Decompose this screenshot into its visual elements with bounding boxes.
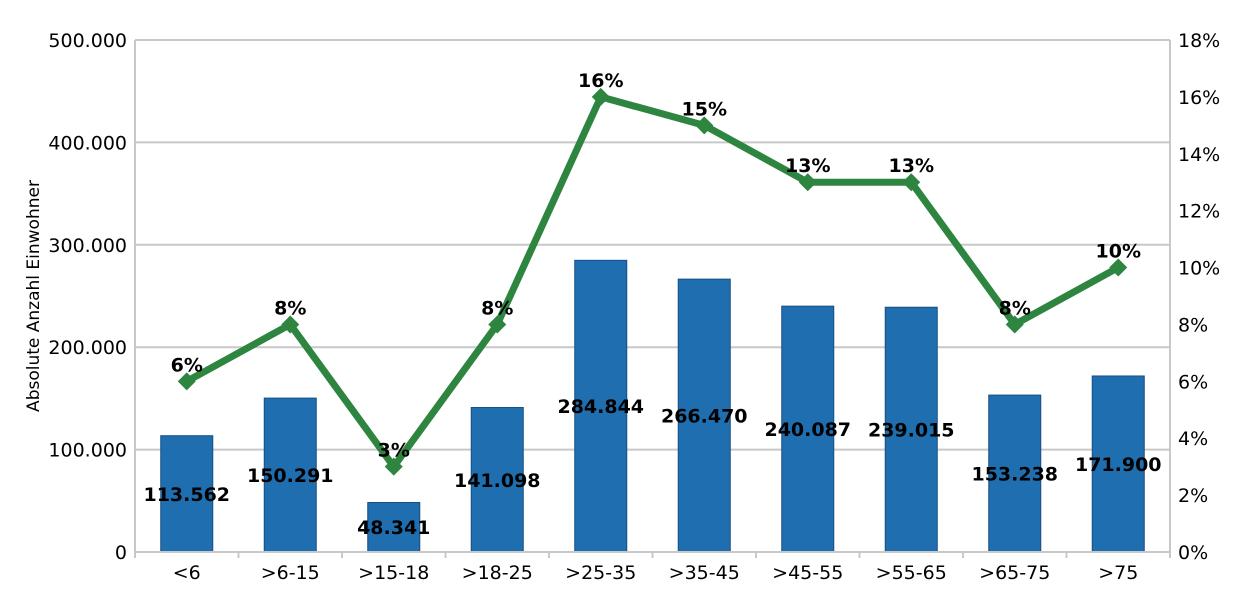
y-tick-label: 200.000 bbox=[48, 337, 127, 359]
line-marker bbox=[591, 87, 610, 106]
bar-value-label: 141.098 bbox=[454, 470, 541, 492]
bar-value-label: 153.238 bbox=[971, 464, 1058, 486]
y-tick-label: 500.000 bbox=[48, 30, 127, 52]
line-marker bbox=[281, 315, 300, 334]
line-series bbox=[177, 87, 1128, 476]
line-value-label: 13% bbox=[785, 155, 830, 177]
x-tick-label: >25-35 bbox=[565, 562, 636, 584]
bar-value-label: 240.087 bbox=[764, 419, 851, 441]
y-tick-label: 0 bbox=[115, 542, 127, 564]
x-tick-label: >55-65 bbox=[876, 562, 947, 584]
line-value-label: 8% bbox=[481, 297, 513, 319]
y2-tick-label: 8% bbox=[1178, 314, 1208, 336]
y-tick-label: 300.000 bbox=[48, 235, 127, 257]
x-tick-label: >6-15 bbox=[261, 562, 320, 584]
bar bbox=[160, 435, 214, 553]
x-tick-label: >35-45 bbox=[669, 562, 740, 584]
line-value-label: 15% bbox=[682, 98, 727, 120]
bar bbox=[677, 278, 731, 553]
data-labels: 113.562 150.291 48.341 141.098 284.844 266.47… bbox=[143, 70, 1161, 539]
line-marker bbox=[488, 315, 507, 334]
line-marker bbox=[695, 116, 714, 135]
y2-tick-label: 0% bbox=[1178, 542, 1208, 564]
bar bbox=[367, 501, 421, 553]
bar-value-label: 284.844 bbox=[557, 396, 644, 418]
y2-tick-label: 14% bbox=[1178, 144, 1220, 166]
x-tick-label: >15-18 bbox=[358, 562, 429, 584]
x-tick-label: >45-55 bbox=[772, 562, 843, 584]
bar bbox=[884, 306, 938, 553]
bar bbox=[470, 407, 524, 553]
x-tick-label: <6 bbox=[173, 562, 201, 584]
y2-tick-label: 4% bbox=[1178, 428, 1208, 450]
gridlines bbox=[135, 39, 1170, 451]
x-tick-label: >18-25 bbox=[462, 562, 533, 584]
bar-value-label: 113.562 bbox=[143, 484, 230, 506]
bar bbox=[781, 305, 835, 553]
y2-tick-label: 12% bbox=[1178, 201, 1220, 223]
line-value-label: 3% bbox=[378, 440, 410, 462]
line-marker bbox=[798, 173, 817, 192]
line-value-label: 16% bbox=[578, 70, 623, 92]
line-value-label: 10% bbox=[1096, 241, 1141, 263]
line-marker bbox=[1005, 315, 1024, 334]
line-marker bbox=[384, 457, 403, 476]
y2-tick-label: 10% bbox=[1178, 258, 1220, 280]
bar-value-label: 239.015 bbox=[868, 420, 955, 442]
axes: 0 100.000 200.000 300.000 400.000 500.000 0% 2%… bbox=[48, 30, 1220, 584]
bar-value-label: 150.291 bbox=[247, 465, 334, 487]
y-tick-label: 100.000 bbox=[48, 440, 127, 462]
line-marker bbox=[902, 173, 921, 192]
y2-tick-label: 18% bbox=[1178, 30, 1220, 52]
y-tick-label: 400.000 bbox=[48, 132, 127, 154]
bar-value-label: 48.341 bbox=[357, 517, 430, 539]
line-value-label: 8% bbox=[274, 297, 306, 319]
bar bbox=[1091, 375, 1145, 553]
y2-tick-label: 6% bbox=[1178, 371, 1208, 393]
bar-value-label: 171.900 bbox=[1075, 454, 1162, 476]
x-tick-label: >75 bbox=[1098, 562, 1138, 584]
line-marker bbox=[1109, 258, 1128, 277]
line-path bbox=[183, 93, 1122, 471]
y-axis-title: Absolute Anzahl Einwohner bbox=[24, 180, 44, 412]
bar-series bbox=[160, 259, 1145, 553]
x-tick-label: >65-75 bbox=[979, 562, 1050, 584]
bar-value-label: 266.470 bbox=[661, 406, 748, 428]
line-value-label: 6% bbox=[171, 354, 203, 376]
line-value-label: 8% bbox=[999, 297, 1031, 319]
y2-tick-label: 16% bbox=[1178, 87, 1220, 109]
bar bbox=[988, 394, 1042, 553]
bar bbox=[574, 259, 628, 553]
line-value-label: 13% bbox=[889, 155, 934, 177]
line-marker bbox=[177, 372, 196, 391]
y2-tick-label: 2% bbox=[1178, 485, 1208, 507]
